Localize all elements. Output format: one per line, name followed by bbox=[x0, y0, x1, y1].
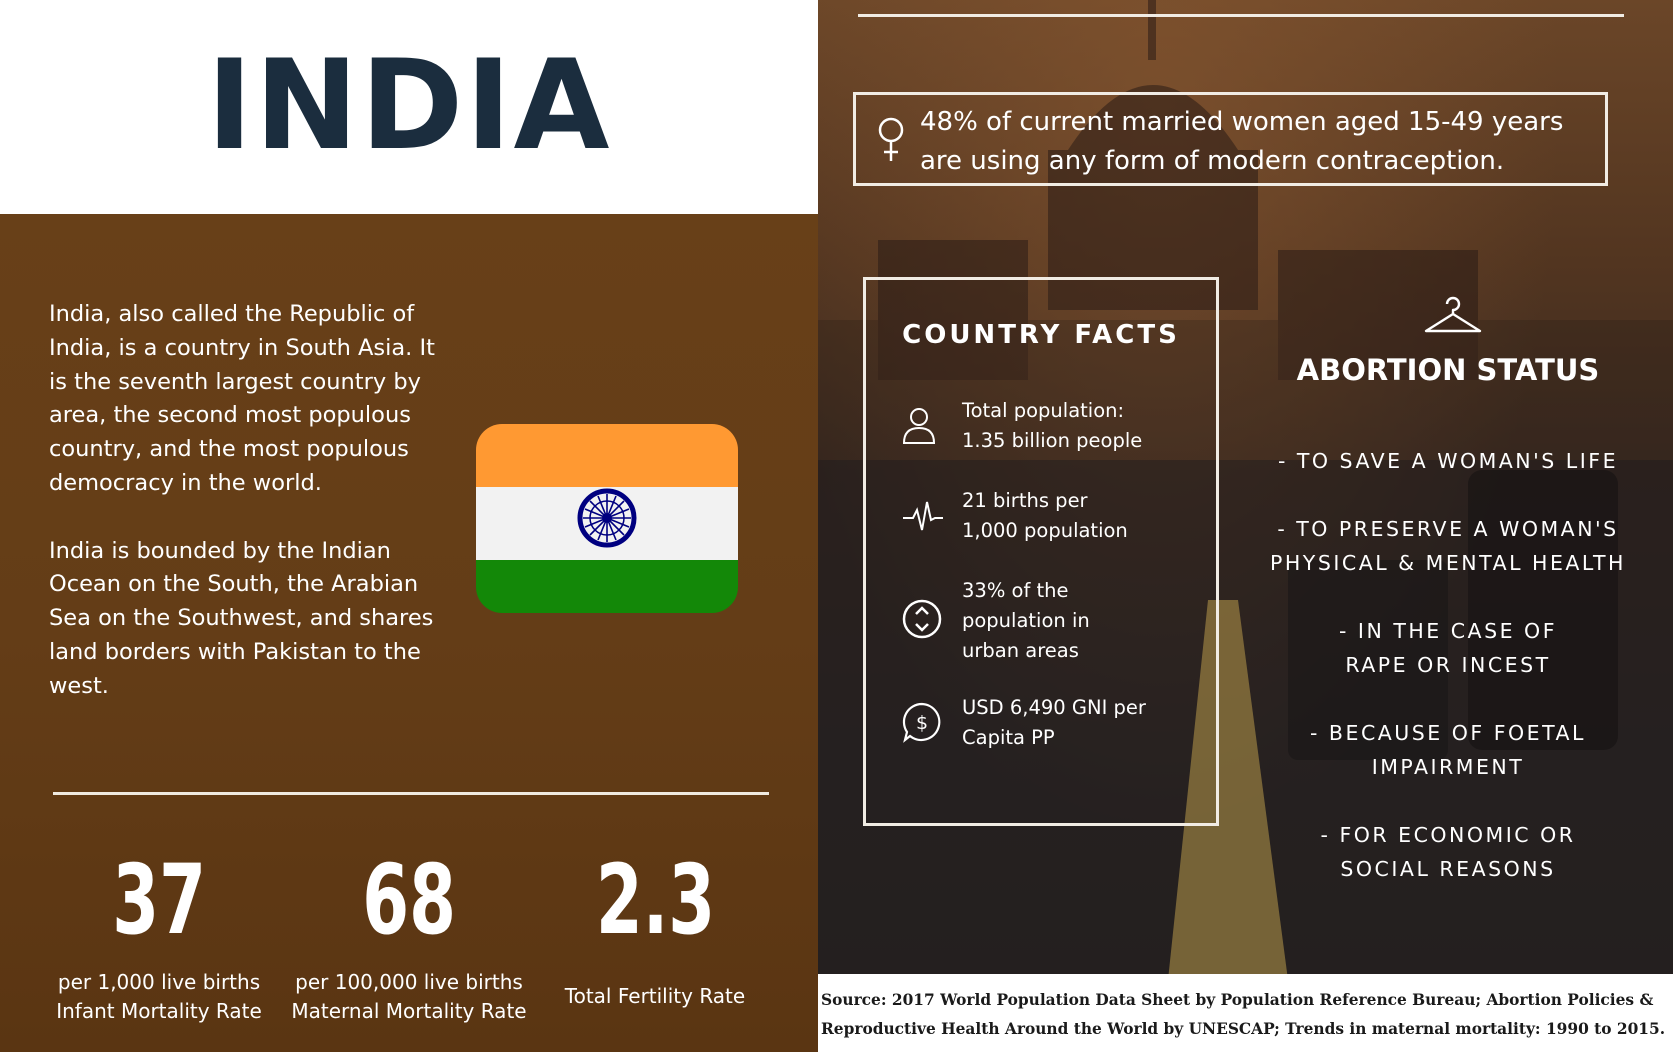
urban-arrows-icon bbox=[902, 599, 942, 639]
title-header: INDIA bbox=[0, 0, 818, 214]
stat-value: 68 bbox=[362, 844, 456, 956]
ashoka-chakra-icon bbox=[577, 488, 637, 548]
hanger-icon bbox=[1424, 296, 1482, 333]
fact-line: 21 births per bbox=[962, 489, 1088, 512]
flag-saffron-stripe bbox=[476, 424, 738, 487]
stat-maternal-mortality: 68 per 100,000 live births Maternal Mort… bbox=[284, 840, 534, 1026]
intro-paragraph-1: India, also called the Republic of India… bbox=[49, 301, 435, 496]
india-flag-icon bbox=[476, 424, 738, 613]
abortion-status-list: - TO SAVE A WOMAN'S LIFE - TO PRESERVE A… bbox=[1248, 444, 1648, 920]
left-divider bbox=[53, 792, 769, 795]
stat-fertility-rate: 2.3 Total Fertility Rate bbox=[530, 840, 780, 1011]
country-facts-box: COUNTRY FACTS Total population: 1.35 bil… bbox=[863, 277, 1219, 826]
fact-line: 1.35 billion people bbox=[962, 429, 1143, 452]
abortion-status-item: - TO SAVE A WOMAN'S LIFE bbox=[1248, 444, 1648, 478]
fact-line: population in bbox=[962, 609, 1090, 632]
fact-line: Total population: bbox=[962, 399, 1125, 422]
heartbeat-icon bbox=[903, 501, 943, 531]
abortion-status-item: - BECAUSE OF FOETAL IMPAIRMENT bbox=[1248, 716, 1648, 784]
fact-line: Capita PP bbox=[962, 726, 1055, 749]
delhi-skyline-background bbox=[818, 0, 1673, 980]
abortion-item-line: - BECAUSE OF FOETAL bbox=[1310, 721, 1586, 745]
stat-infant-mortality: 37 per 1,000 live births Infant Mortalit… bbox=[34, 840, 284, 1026]
stat-caption-2: Infant Mortality Rate bbox=[56, 999, 262, 1023]
stat-value: 37 bbox=[112, 844, 206, 956]
abortion-status-item: - TO PRESERVE A WOMAN'S PHYSICAL & MENTA… bbox=[1248, 512, 1648, 580]
intro-text: India, also called the Republic of India… bbox=[49, 298, 449, 737]
source-footer: Source: 2017 World Population Data Sheet… bbox=[818, 974, 1673, 1052]
stat-caption-2: Maternal Mortality Rate bbox=[291, 999, 527, 1023]
fact-line: 33% of the bbox=[962, 579, 1069, 602]
right-panel: 48% of current married women aged 15-49 … bbox=[818, 0, 1673, 1052]
fact-text: 21 births per 1,000 population bbox=[962, 486, 1202, 546]
contraception-callout: 48% of current married women aged 15-49 … bbox=[853, 92, 1608, 186]
abortion-status-item: - IN THE CASE OF RAPE OR INCEST bbox=[1248, 614, 1648, 682]
fact-line: USD 6,490 GNI per bbox=[962, 696, 1146, 719]
fact-text: 33% of the population in urban areas bbox=[962, 576, 1202, 666]
abortion-item-line: - TO PRESERVE A WOMAN'S bbox=[1277, 517, 1619, 541]
fact-line: urban areas bbox=[962, 639, 1079, 662]
svg-text:$: $ bbox=[916, 712, 928, 734]
abortion-item-line: - IN THE CASE OF bbox=[1339, 619, 1557, 643]
left-panel: INDIA India, also called the Republic of… bbox=[0, 0, 818, 1052]
page-title: INDIA bbox=[206, 34, 612, 178]
contraception-text: 48% of current married women aged 15-49 … bbox=[920, 107, 1564, 176]
person-icon bbox=[902, 408, 936, 444]
stat-caption-1: per 1,000 live births bbox=[57, 970, 261, 994]
abortion-item-line: - TO SAVE A WOMAN'S LIFE bbox=[1277, 449, 1619, 473]
fact-text: USD 6,490 GNI per Capita PP bbox=[962, 693, 1202, 753]
stat-value: 2.3 bbox=[595, 844, 715, 956]
dollar-chat-icon: $ bbox=[902, 702, 941, 743]
stat-caption-1: per 100,000 live births bbox=[295, 970, 523, 994]
source-text: Source: 2017 World Population Data Sheet… bbox=[821, 991, 1666, 1038]
flag-green-stripe bbox=[476, 560, 738, 613]
right-top-divider bbox=[858, 14, 1624, 17]
abortion-status-item: - FOR ECONOMIC OR SOCIAL REASONS bbox=[1248, 818, 1648, 886]
abortion-status-title: ABORTION STATUS bbox=[1296, 353, 1600, 387]
abortion-item-line: PHYSICAL & MENTAL HEALTH bbox=[1270, 551, 1626, 575]
abortion-item-line: IMPAIRMENT bbox=[1371, 755, 1525, 779]
intro-paragraph-2: India is bounded by the Indian Ocean on … bbox=[49, 537, 434, 699]
abortion-item-line: SOCIAL REASONS bbox=[1340, 857, 1556, 881]
fact-line: 1,000 population bbox=[962, 519, 1128, 542]
abortion-item-line: - FOR ECONOMIC OR bbox=[1320, 823, 1576, 847]
stat-caption-1: Total Fertility Rate bbox=[564, 984, 746, 1008]
abortion-item-line: RAPE OR INCEST bbox=[1345, 653, 1551, 677]
venus-icon bbox=[878, 117, 904, 161]
country-facts-title: COUNTRY FACTS bbox=[902, 320, 1180, 350]
fact-text: Total population: 1.35 billion people bbox=[962, 396, 1202, 456]
